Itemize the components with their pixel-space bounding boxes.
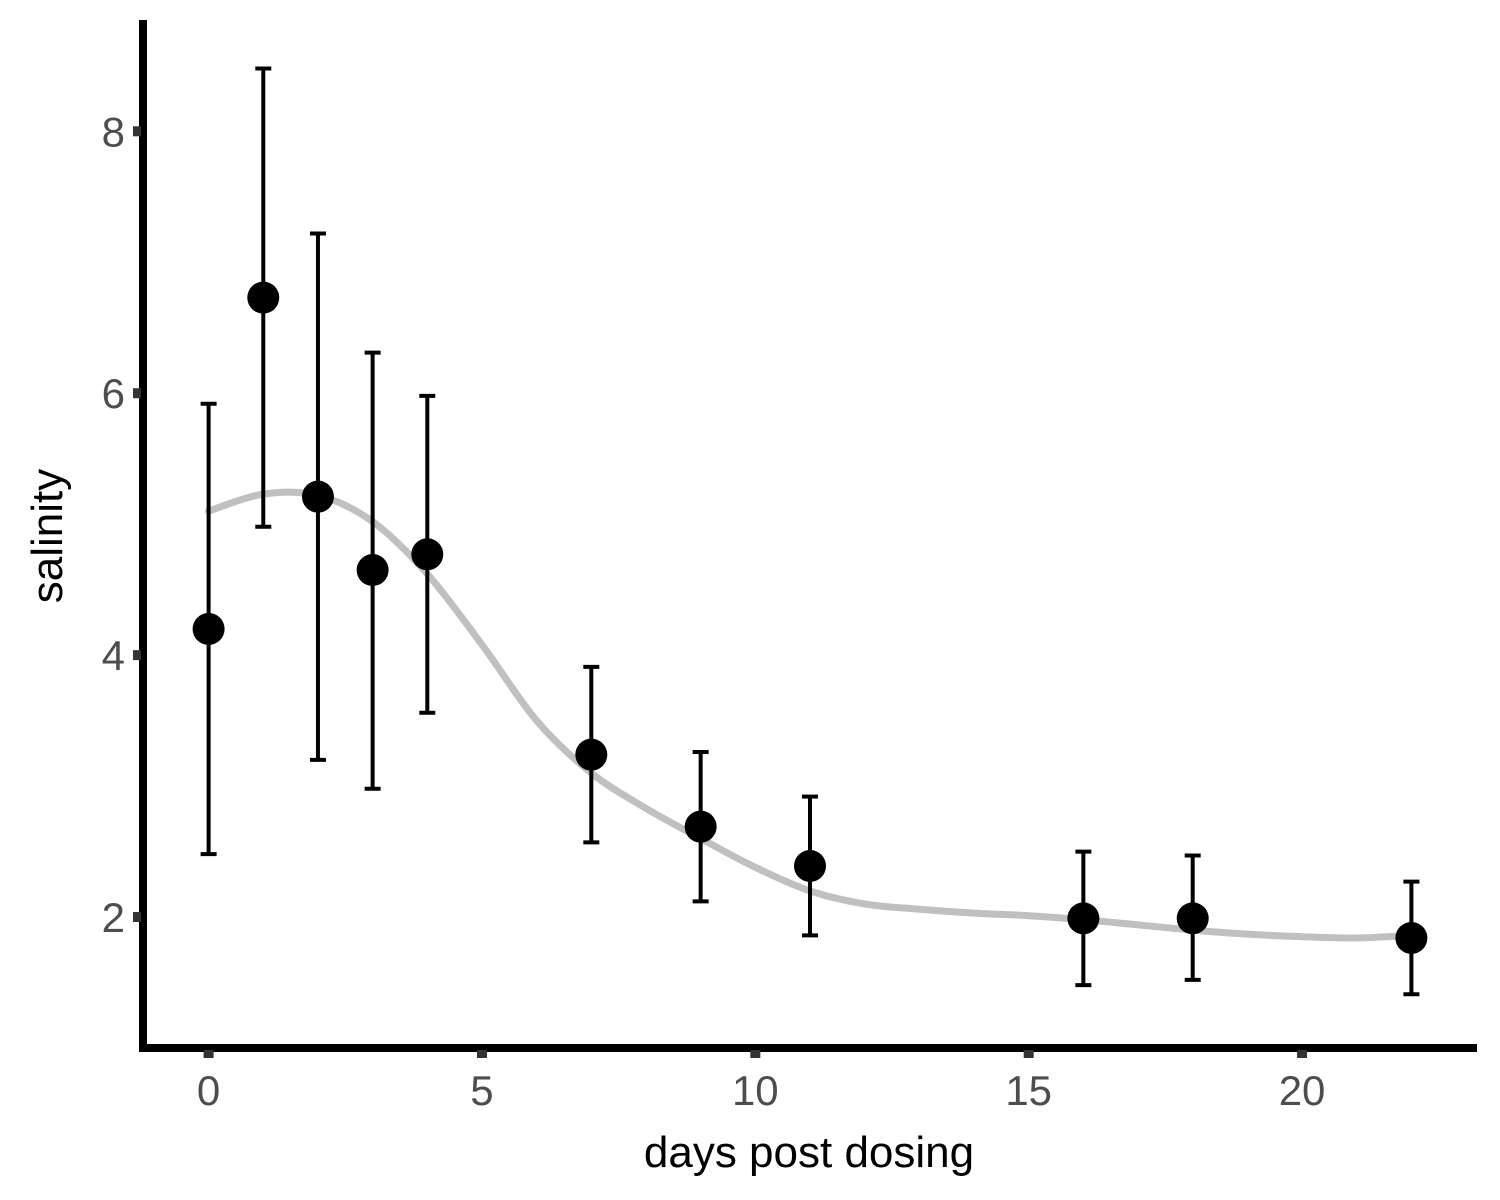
y-tick-label: 4 — [102, 632, 125, 679]
y-axis-title: salinity — [23, 469, 72, 604]
axis-layer — [139, 20, 1477, 1052]
x-tick-label: 5 — [470, 1067, 493, 1114]
point-layer — [192, 281, 1428, 954]
data-point-1 — [247, 281, 280, 314]
data-point-8 — [1067, 902, 1100, 935]
data-point-5 — [575, 738, 608, 771]
x-axis-title: days post dosing — [644, 1128, 974, 1177]
y-tick-label: 6 — [102, 370, 125, 417]
data-point-2 — [301, 480, 334, 513]
x-tick-label: 10 — [732, 1067, 779, 1114]
y-tick-label: 2 — [102, 894, 125, 941]
data-point-0 — [192, 612, 225, 645]
x-tick-label: 15 — [1005, 1067, 1052, 1114]
data-point-7 — [794, 849, 826, 882]
data-point-4 — [411, 538, 444, 571]
tick-layer: 0 5 10 15 20 2 4 6 8 — [102, 108, 1326, 1114]
x-tick-label: 0 — [197, 1067, 220, 1114]
data-point-6 — [684, 810, 717, 843]
data-point-3 — [356, 554, 389, 587]
data-point-9 — [1176, 902, 1209, 935]
x-tick-label: 20 — [1279, 1067, 1326, 1114]
y-tick-label: 8 — [102, 108, 125, 155]
data-point-10 — [1395, 921, 1428, 954]
